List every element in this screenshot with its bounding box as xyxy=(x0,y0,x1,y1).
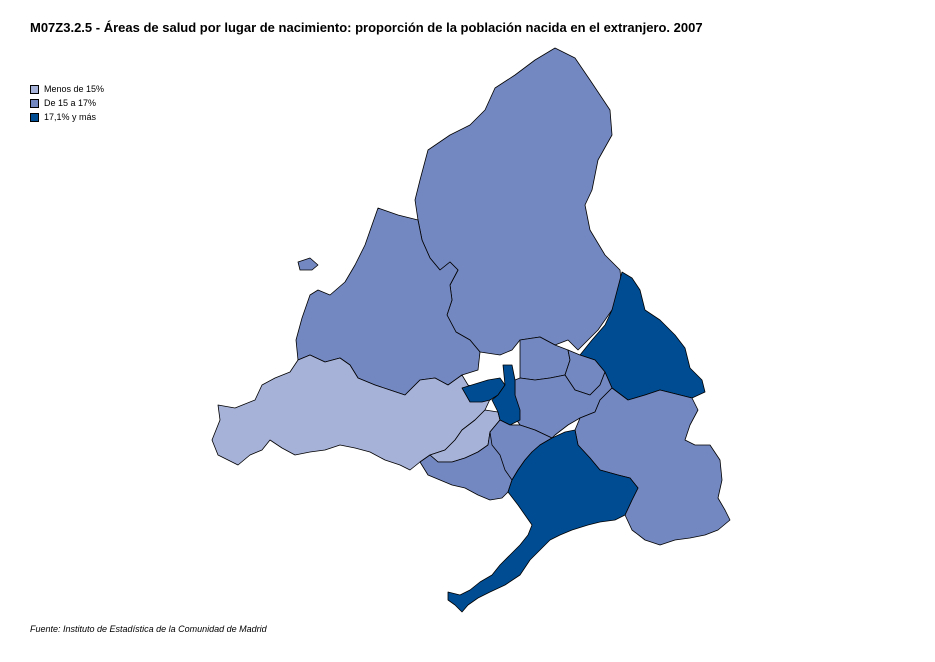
map-title: M07Z3.2.5 - Áreas de salud por lugar de … xyxy=(30,20,703,35)
region-center-north-1[interactable] xyxy=(519,336,571,381)
legend-swatch-low xyxy=(30,84,39,94)
legend-label-low: Menos de 15% xyxy=(44,84,105,94)
legend-item-mid: De 15 a 17% xyxy=(30,96,104,110)
region-islet[interactable] xyxy=(297,257,319,271)
legend-label-mid: De 15 a 17% xyxy=(44,98,97,108)
region-west[interactable] xyxy=(211,354,493,471)
source-note: Fuente: Instituto de Estadística de la C… xyxy=(30,624,267,634)
legend-swatch-high xyxy=(30,112,39,122)
region-south[interactable] xyxy=(447,429,639,613)
legend: Menos de 15% De 15 a 17% 17,1% y más xyxy=(30,82,104,124)
legend-item-high: 17,1% y más xyxy=(30,110,104,124)
legend-label-high: 17,1% y más xyxy=(44,112,97,122)
legend-swatch-mid xyxy=(30,98,39,108)
legend-item-low: Menos de 15% xyxy=(30,82,104,96)
